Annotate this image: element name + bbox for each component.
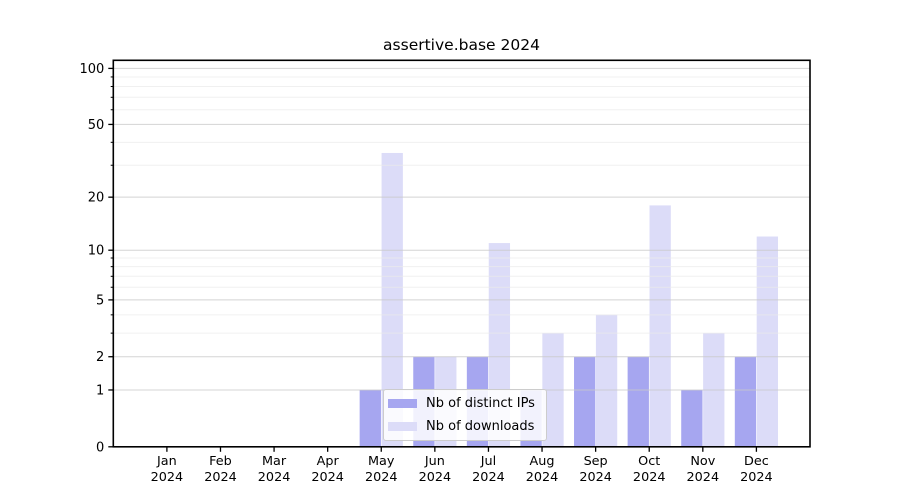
x-tick-label-year-jan: 2024 <box>151 470 184 485</box>
bar-downloads-oct <box>649 205 671 447</box>
x-tick-label-year-nov: 2024 <box>687 470 720 485</box>
x-tick-label-year-may: 2024 <box>365 470 398 485</box>
bar-ips-oct <box>627 356 649 447</box>
x-tick-label-month-jul: Jul <box>480 454 496 469</box>
y-tick-label-2: 2 <box>96 350 104 365</box>
bar-ips-nov <box>681 389 703 447</box>
y-tick-label-1: 1 <box>96 383 104 398</box>
legend-label-distinct-ips: Nb of distinct IPs <box>426 396 535 412</box>
x-tick-label-month-mar: Mar <box>262 454 287 469</box>
x-tick-label-year-apr: 2024 <box>311 470 344 485</box>
y-tick-label-0: 0 <box>96 440 104 455</box>
legend: Nb of distinct IPs Nb of downloads <box>383 389 547 441</box>
x-tick-label-month-dec: Dec <box>744 454 769 469</box>
x-tick-label-month-apr: Apr <box>317 454 340 469</box>
x-tick-label-year-aug: 2024 <box>526 470 559 485</box>
bar-downloads-sep <box>595 314 618 447</box>
x-tick-label-year-oct: 2024 <box>633 470 666 485</box>
x-tick-label-month-sep: Sep <box>584 454 608 469</box>
x-tick-label-month-jan: Jan <box>156 454 177 469</box>
x-tick-label-month-nov: Nov <box>690 454 715 469</box>
bar-downloads-dec <box>756 236 779 447</box>
chart-title: assertive.base 2024 <box>383 36 540 54</box>
y-tick-label-100: 100 <box>79 62 104 77</box>
y-tick-label-50: 50 <box>88 118 105 133</box>
x-tick-label-year-feb: 2024 <box>204 470 237 485</box>
bar-ips-may <box>359 389 381 447</box>
legend-label-downloads: Nb of downloads <box>426 418 535 434</box>
x-tick-label-month-may: May <box>368 454 395 469</box>
x-tick-label-year-mar: 2024 <box>258 470 291 485</box>
x-tick-label-year-dec: 2024 <box>740 470 773 485</box>
legend-item-downloads: Nb of downloads <box>388 417 541 437</box>
legend-swatch-downloads <box>388 421 417 431</box>
x-tick-label-year-jun: 2024 <box>419 470 452 485</box>
plot-frame <box>112 59 811 448</box>
x-tick-label-year-sep: 2024 <box>579 470 612 485</box>
x-tick-label-month-aug: Aug <box>530 454 555 469</box>
x-tick-label-month-jun: Jun <box>424 454 445 469</box>
y-tick-label-20: 20 <box>88 191 105 206</box>
bar-ips-sep <box>574 356 596 447</box>
bar-ips-dec <box>734 356 757 447</box>
x-tick-label-month-feb: Feb <box>209 454 232 469</box>
legend-swatch-distinct-ips <box>388 399 417 409</box>
y-tick-label-10: 10 <box>88 244 105 259</box>
y-tick-label-5: 5 <box>96 293 104 308</box>
legend-item-distinct-ips: Nb of distinct IPs <box>388 394 541 414</box>
x-tick-label-year-jul: 2024 <box>472 470 505 485</box>
x-tick-label-month-oct: Oct <box>638 454 660 469</box>
